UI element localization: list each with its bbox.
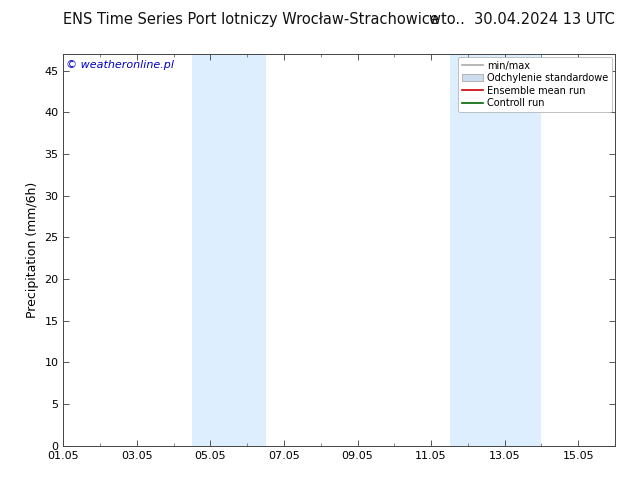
Text: ENS Time Series Port lotniczy Wrocław-Strachowice: ENS Time Series Port lotniczy Wrocław-St… [63, 12, 439, 27]
Legend: min/max, Odchylenie standardowe, Ensemble mean run, Controll run: min/max, Odchylenie standardowe, Ensembl… [458, 57, 612, 112]
Text: © weatheronline.pl: © weatheronline.pl [66, 60, 174, 70]
Text: wto..  30.04.2024 13 UTC: wto.. 30.04.2024 13 UTC [429, 12, 615, 27]
Y-axis label: Precipitation (mm/6h): Precipitation (mm/6h) [26, 182, 39, 318]
Bar [192, 54, 266, 446]
Bar [450, 54, 541, 446]
